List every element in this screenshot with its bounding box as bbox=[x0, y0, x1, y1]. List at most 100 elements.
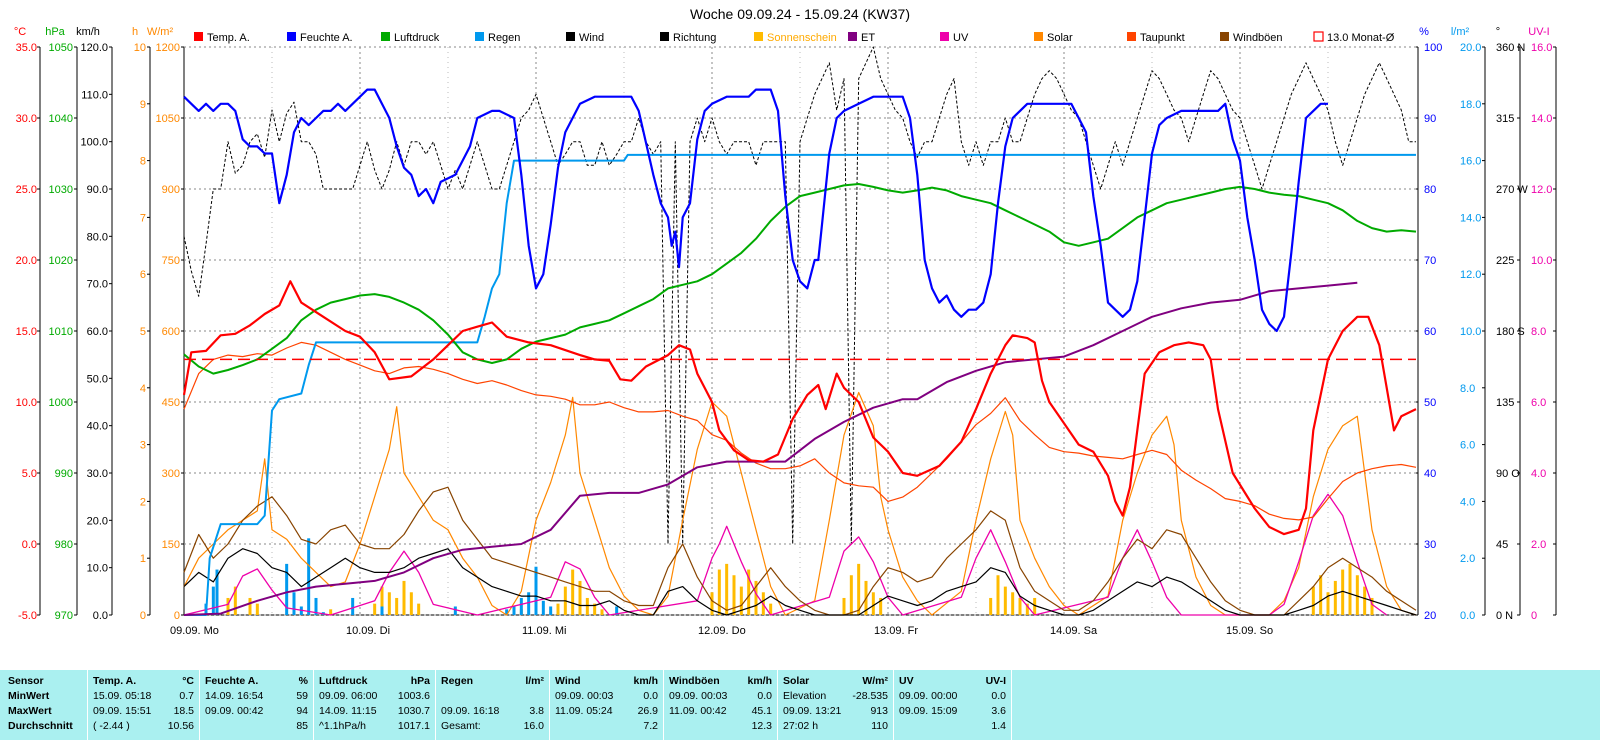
sunshine-bar bbox=[1033, 597, 1037, 615]
axis-tick-label: 315 bbox=[1496, 113, 1514, 125]
axis-tick-label: 7 bbox=[140, 212, 146, 224]
rain-bar bbox=[380, 606, 384, 615]
axis-tick-label: 750 bbox=[162, 255, 180, 267]
axis-tick-label: 10 bbox=[134, 42, 146, 54]
legend-swatch bbox=[940, 32, 949, 41]
stats-sensor-column: Sensor MinWert MaxWert Durchschnitt bbox=[0, 670, 88, 740]
stats-value: 26.9 bbox=[637, 705, 658, 717]
axis-tick-label: 45 bbox=[1496, 539, 1508, 551]
sunshine-bar bbox=[754, 580, 758, 615]
legend-label: Sonnenschein bbox=[767, 32, 837, 44]
axis-tick-label: 12.0 bbox=[1460, 269, 1481, 281]
axis-tick-label: 14.0 bbox=[1460, 212, 1481, 224]
sunshine-bar bbox=[571, 569, 575, 615]
axis-unit: W/m² bbox=[147, 26, 174, 38]
axis-tick-label: 1050 bbox=[49, 42, 73, 54]
legend-swatch bbox=[848, 32, 857, 41]
axis-tick-label: 1020 bbox=[49, 255, 73, 267]
sunshine-bar bbox=[1355, 575, 1359, 615]
stats-column-temp: Temp. A. °C 15.09. 05:18 0.7 09.09. 15:51 18.… bbox=[88, 670, 200, 740]
sunshine-bar bbox=[1326, 592, 1330, 615]
axis-tick-label: 30.0 bbox=[16, 113, 37, 125]
axis-tick-label: 980 bbox=[55, 539, 73, 551]
stats-unit: km/h bbox=[747, 675, 772, 687]
stats-header: UV bbox=[899, 675, 914, 687]
stats-header: Wind bbox=[555, 675, 581, 687]
legend-swatch bbox=[287, 32, 296, 41]
axis-tick-label: 80.0 bbox=[87, 231, 108, 243]
day-label: 11.09. Mi bbox=[522, 625, 566, 637]
axis-tick-label: 5.0 bbox=[22, 468, 37, 480]
sunshine-bar bbox=[996, 575, 1000, 615]
axis-tick-label: 2 bbox=[140, 496, 146, 508]
stats-value: 18.5 bbox=[173, 705, 194, 717]
axis-tick-label: 5 bbox=[140, 326, 146, 338]
sunshine-bar bbox=[1311, 586, 1315, 615]
legend-label: Windböen bbox=[1233, 32, 1283, 44]
axis-tick-label: 300 bbox=[162, 468, 180, 480]
sunshine-bar bbox=[849, 575, 853, 615]
stats-value: 45.1 bbox=[751, 705, 772, 717]
stats-column-solar: Solar W/m² Elevation -28.535 09.09. 13:21 913… bbox=[778, 670, 894, 740]
rain-bar bbox=[549, 606, 553, 615]
axis-tick-label: 90.0 bbox=[87, 184, 108, 196]
stats-header: Luftdruck bbox=[319, 675, 368, 687]
stats-value: 94 bbox=[296, 705, 308, 717]
axis-tick-label: 16.0 bbox=[1460, 156, 1481, 168]
sunshine-bar bbox=[857, 563, 861, 615]
stats-label: Gesamt: bbox=[441, 720, 481, 732]
stats-value: 3.8 bbox=[529, 705, 544, 717]
stats-label: 27:02 h bbox=[783, 720, 819, 732]
sunshine-bar bbox=[233, 586, 237, 615]
day-label: 15.09. So bbox=[1226, 625, 1273, 637]
sunshine-bar bbox=[1363, 586, 1367, 615]
rain-bar bbox=[505, 609, 509, 615]
stats-column-humidity: Feuchte A.% 14.09. 16:54 59 09.09. 00:42 94 8… bbox=[200, 670, 314, 740]
axis-tick-label: 6.0 bbox=[1460, 440, 1475, 452]
axis-tick-label: 15.0 bbox=[16, 326, 37, 338]
legend-label: Solar bbox=[1047, 32, 1073, 44]
day-label: 14.09. Sa bbox=[1050, 625, 1098, 637]
legend-swatch bbox=[194, 32, 203, 41]
axis-tick-label: 0.0 bbox=[1460, 610, 1475, 622]
stats-label: 11.09. 00:42 bbox=[669, 705, 727, 717]
sunshine-bar bbox=[717, 569, 721, 615]
legend-label: Temp. A. bbox=[207, 32, 250, 44]
rain-bar bbox=[519, 597, 523, 615]
rain-bar bbox=[512, 606, 516, 615]
stats-value: 85 bbox=[296, 720, 308, 732]
stats-unit: W/m² bbox=[862, 675, 888, 687]
axis-tick-label: 360 N bbox=[1496, 42, 1525, 54]
sunshine-bar bbox=[417, 603, 421, 615]
stats-unit: hPa bbox=[410, 675, 430, 687]
legend-swatch bbox=[660, 32, 669, 41]
chart-title: Woche 09.09.24 - 15.09.24 (KW37) bbox=[690, 6, 910, 22]
stats-unit: l/m² bbox=[525, 675, 544, 687]
statistics-table: Sensor MinWert MaxWert Durchschnitt Temp. A.… bbox=[0, 670, 1600, 740]
axis-tick-label: 10.0 bbox=[16, 397, 37, 409]
sunshine-bar bbox=[1341, 569, 1345, 615]
axis-tick-label: 970 bbox=[55, 610, 73, 622]
axis-unit: °C bbox=[14, 26, 26, 38]
axis-tick-label: 90 bbox=[1424, 113, 1436, 125]
axis-tick-label: 225 bbox=[1496, 255, 1514, 267]
sunshine-bar bbox=[226, 597, 230, 615]
stats-row-label: MaxWert bbox=[8, 705, 52, 717]
stats-value: 1030.7 bbox=[397, 705, 430, 717]
axis-tick-label: -5.0 bbox=[18, 610, 37, 622]
chart-bars bbox=[204, 538, 1374, 615]
axis-tick-label: 90 O bbox=[1496, 468, 1520, 480]
solar-line bbox=[183, 391, 1417, 616]
rain-bar bbox=[541, 600, 545, 615]
stats-value: 0.0 bbox=[991, 690, 1006, 702]
gusts-line bbox=[183, 486, 1417, 616]
stats-label: 09.09. 00:03 bbox=[555, 690, 614, 702]
stats-header: Feuchte A. bbox=[205, 675, 259, 687]
stats-value: 7.2 bbox=[643, 720, 658, 732]
axis-tick-label: 50 bbox=[1424, 397, 1436, 409]
axis-tick-label: 40.0 bbox=[87, 421, 108, 433]
axis-unit: h bbox=[132, 26, 138, 38]
stats-label: 09.09. 13:21 bbox=[783, 705, 842, 717]
stats-value: 3.6 bbox=[991, 705, 1006, 717]
stats-header: Windböen bbox=[669, 675, 720, 687]
